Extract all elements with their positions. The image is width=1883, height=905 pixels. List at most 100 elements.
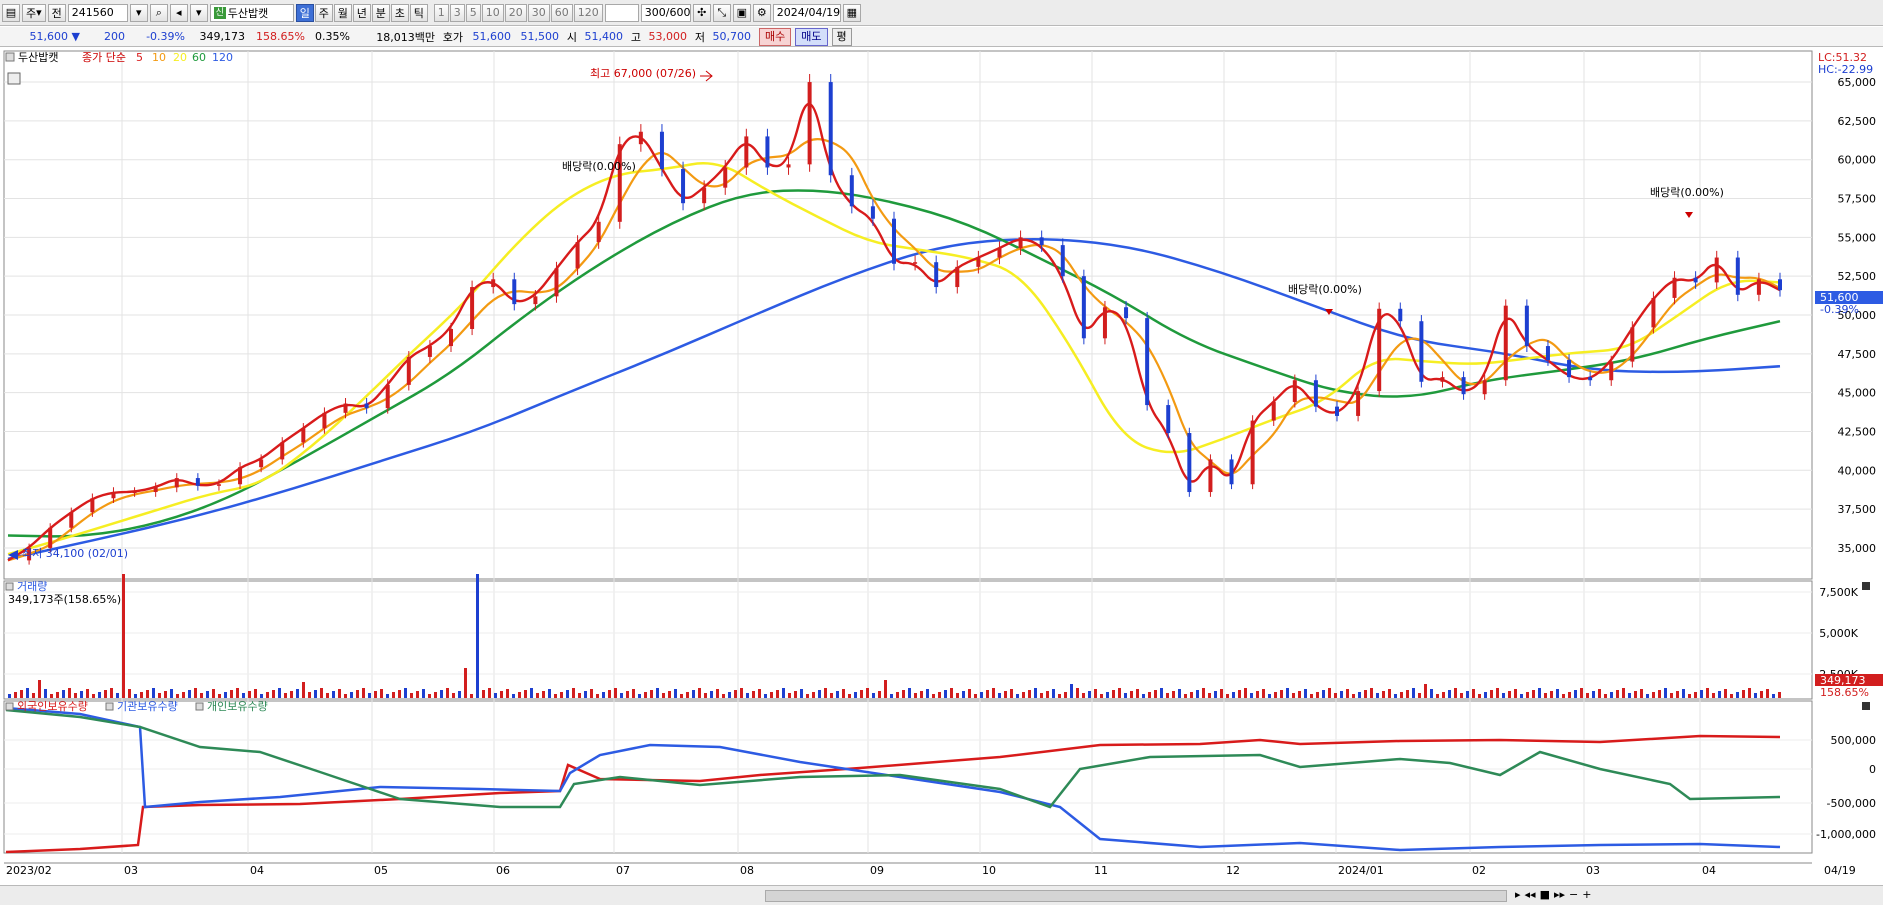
volume-bar xyxy=(200,693,203,698)
candle-body xyxy=(744,136,749,168)
candle-body xyxy=(786,164,791,168)
volume-bar xyxy=(692,690,695,698)
code-input[interactable]: 241560 xyxy=(67,3,128,22)
forward-icon[interactable]: ▸▸ xyxy=(1553,888,1566,901)
volume-bar xyxy=(164,691,167,698)
volume-bar xyxy=(1556,689,1559,698)
dividend-annotation-2: 배당락(0.00%) xyxy=(1288,283,1362,296)
calendar-icon[interactable]: ▦ xyxy=(842,3,861,22)
volume-bar xyxy=(1574,690,1577,698)
settings-icon[interactable]: ⚙ xyxy=(752,3,771,22)
zoom-icon[interactable]: ⤡ xyxy=(712,3,731,22)
timeframe-6[interactable]: 틱 xyxy=(409,3,428,22)
interval-120[interactable]: 120 xyxy=(573,3,603,22)
volume-bar xyxy=(1142,694,1145,698)
volume-close-icon[interactable] xyxy=(1862,582,1870,590)
timeframe-3[interactable]: 년 xyxy=(352,3,371,22)
price-tick-label: 50,000 xyxy=(1838,309,1877,322)
panel-menu-icon[interactable] xyxy=(5,52,15,62)
bottom-scrollbar[interactable]: ▸ ◂◂ ■ ▸▸ − + xyxy=(0,885,1883,905)
holdings-menu-icon-3[interactable] xyxy=(195,702,204,711)
volume-bar xyxy=(740,688,743,698)
zoom-out-icon[interactable]: − xyxy=(1569,888,1579,901)
ma5-line xyxy=(7,102,1781,562)
interval-30[interactable]: 30 xyxy=(527,3,550,22)
volume-bar xyxy=(1202,688,1205,698)
interval-20[interactable]: 20 xyxy=(504,3,527,22)
volume-bar xyxy=(170,689,173,698)
volume-bar xyxy=(50,694,53,698)
interval-5[interactable]: 5 xyxy=(465,3,481,22)
rewind-icon[interactable]: ◂◂ xyxy=(1524,888,1536,901)
volume-title: 거래량 xyxy=(17,580,47,593)
save-icon[interactable]: ▣ xyxy=(732,3,751,22)
crosshair-icon[interactable]: ✣ xyxy=(692,3,711,22)
timeframe-0[interactable]: 일 xyxy=(295,3,314,22)
buy-button[interactable]: 매수 xyxy=(759,27,792,46)
stop-icon[interactable]: ■ xyxy=(1539,888,1550,901)
timeframe-2[interactable]: 월 xyxy=(333,3,352,22)
x-tick-label: 04/19 xyxy=(1824,864,1856,877)
stock-legend: 두산밥캣 xyxy=(18,51,58,64)
candle-body xyxy=(364,403,369,409)
volume-bar xyxy=(854,692,857,698)
volume-menu-icon[interactable] xyxy=(5,582,14,591)
volume-bar xyxy=(188,690,191,698)
volume-bar xyxy=(1724,689,1727,698)
timeframe-4[interactable]: 분 xyxy=(371,3,390,22)
candle-body xyxy=(1292,380,1297,402)
ma20-line xyxy=(7,162,1781,556)
chart-type-icon[interactable]: ▤ xyxy=(2,3,20,22)
volume-bar xyxy=(272,690,275,698)
timeframe-1[interactable]: 주 xyxy=(314,3,333,22)
interval-60[interactable]: 60 xyxy=(550,3,573,22)
search-icon[interactable]: ⌕ xyxy=(149,3,168,22)
custom-interval-input[interactable] xyxy=(604,3,639,22)
period-select[interactable]: 주 ▾ xyxy=(22,3,46,22)
timeframe-5[interactable]: 초 xyxy=(390,3,409,22)
interval-1[interactable]: 1 xyxy=(433,3,449,22)
price-tick-label: 45,000 xyxy=(1838,387,1877,400)
scroll-thumb[interactable] xyxy=(765,890,1507,902)
volume-bar xyxy=(1094,689,1097,698)
current-price-badge xyxy=(1815,291,1883,304)
play-icon[interactable]: ▸ xyxy=(1515,888,1521,901)
volume-bar xyxy=(1172,691,1175,698)
panel-grid-icon[interactable] xyxy=(7,72,21,85)
volume-bar xyxy=(578,693,581,698)
date-field[interactable]: 2024/04/19 xyxy=(772,3,841,22)
price-value: 51,600 xyxy=(29,30,69,43)
sound-icon[interactable]: ◂ xyxy=(169,3,188,22)
volume-bar xyxy=(1268,694,1271,698)
holdings-menu-icon[interactable] xyxy=(5,702,14,711)
volume-bar xyxy=(950,688,953,698)
holdings-menu-icon-2[interactable] xyxy=(105,702,114,711)
volume-bar xyxy=(416,691,419,698)
flat-button[interactable]: 평 xyxy=(831,27,852,46)
volume-bar xyxy=(944,690,947,698)
stock-name-field[interactable]: 신 두산밥캣 xyxy=(209,3,294,22)
volume-bar xyxy=(440,690,443,698)
price-tick-label: 57,500 xyxy=(1838,193,1877,206)
volume-bar xyxy=(1544,693,1547,698)
volume-bar xyxy=(80,691,83,698)
chevron-down-icon[interactable]: ▾ xyxy=(189,3,208,22)
hc-label: HC:-22.99 xyxy=(1818,63,1873,76)
volume-bar xyxy=(638,694,641,698)
sell-button[interactable]: 매도 xyxy=(795,27,828,46)
zoom-in-icon[interactable]: + xyxy=(1582,888,1592,901)
interval-10[interactable]: 10 xyxy=(481,3,504,22)
volume-bar xyxy=(1262,689,1265,698)
candle-body xyxy=(216,484,221,486)
holdings-close-icon[interactable] xyxy=(1862,702,1870,710)
candle-body xyxy=(1693,277,1698,283)
candle-body xyxy=(1545,346,1550,361)
interval-3[interactable]: 3 xyxy=(449,3,465,22)
x-tick-label: 04 xyxy=(250,864,264,877)
mode-button[interactable]: 전 xyxy=(47,3,66,22)
code-dropdown-icon[interactable]: ▾ xyxy=(129,3,148,22)
count-field[interactable]: 300/600 xyxy=(640,3,691,22)
candle-body xyxy=(1356,391,1361,416)
period-label: 주 xyxy=(26,6,37,20)
x-tick-label: 11 xyxy=(1094,864,1108,877)
